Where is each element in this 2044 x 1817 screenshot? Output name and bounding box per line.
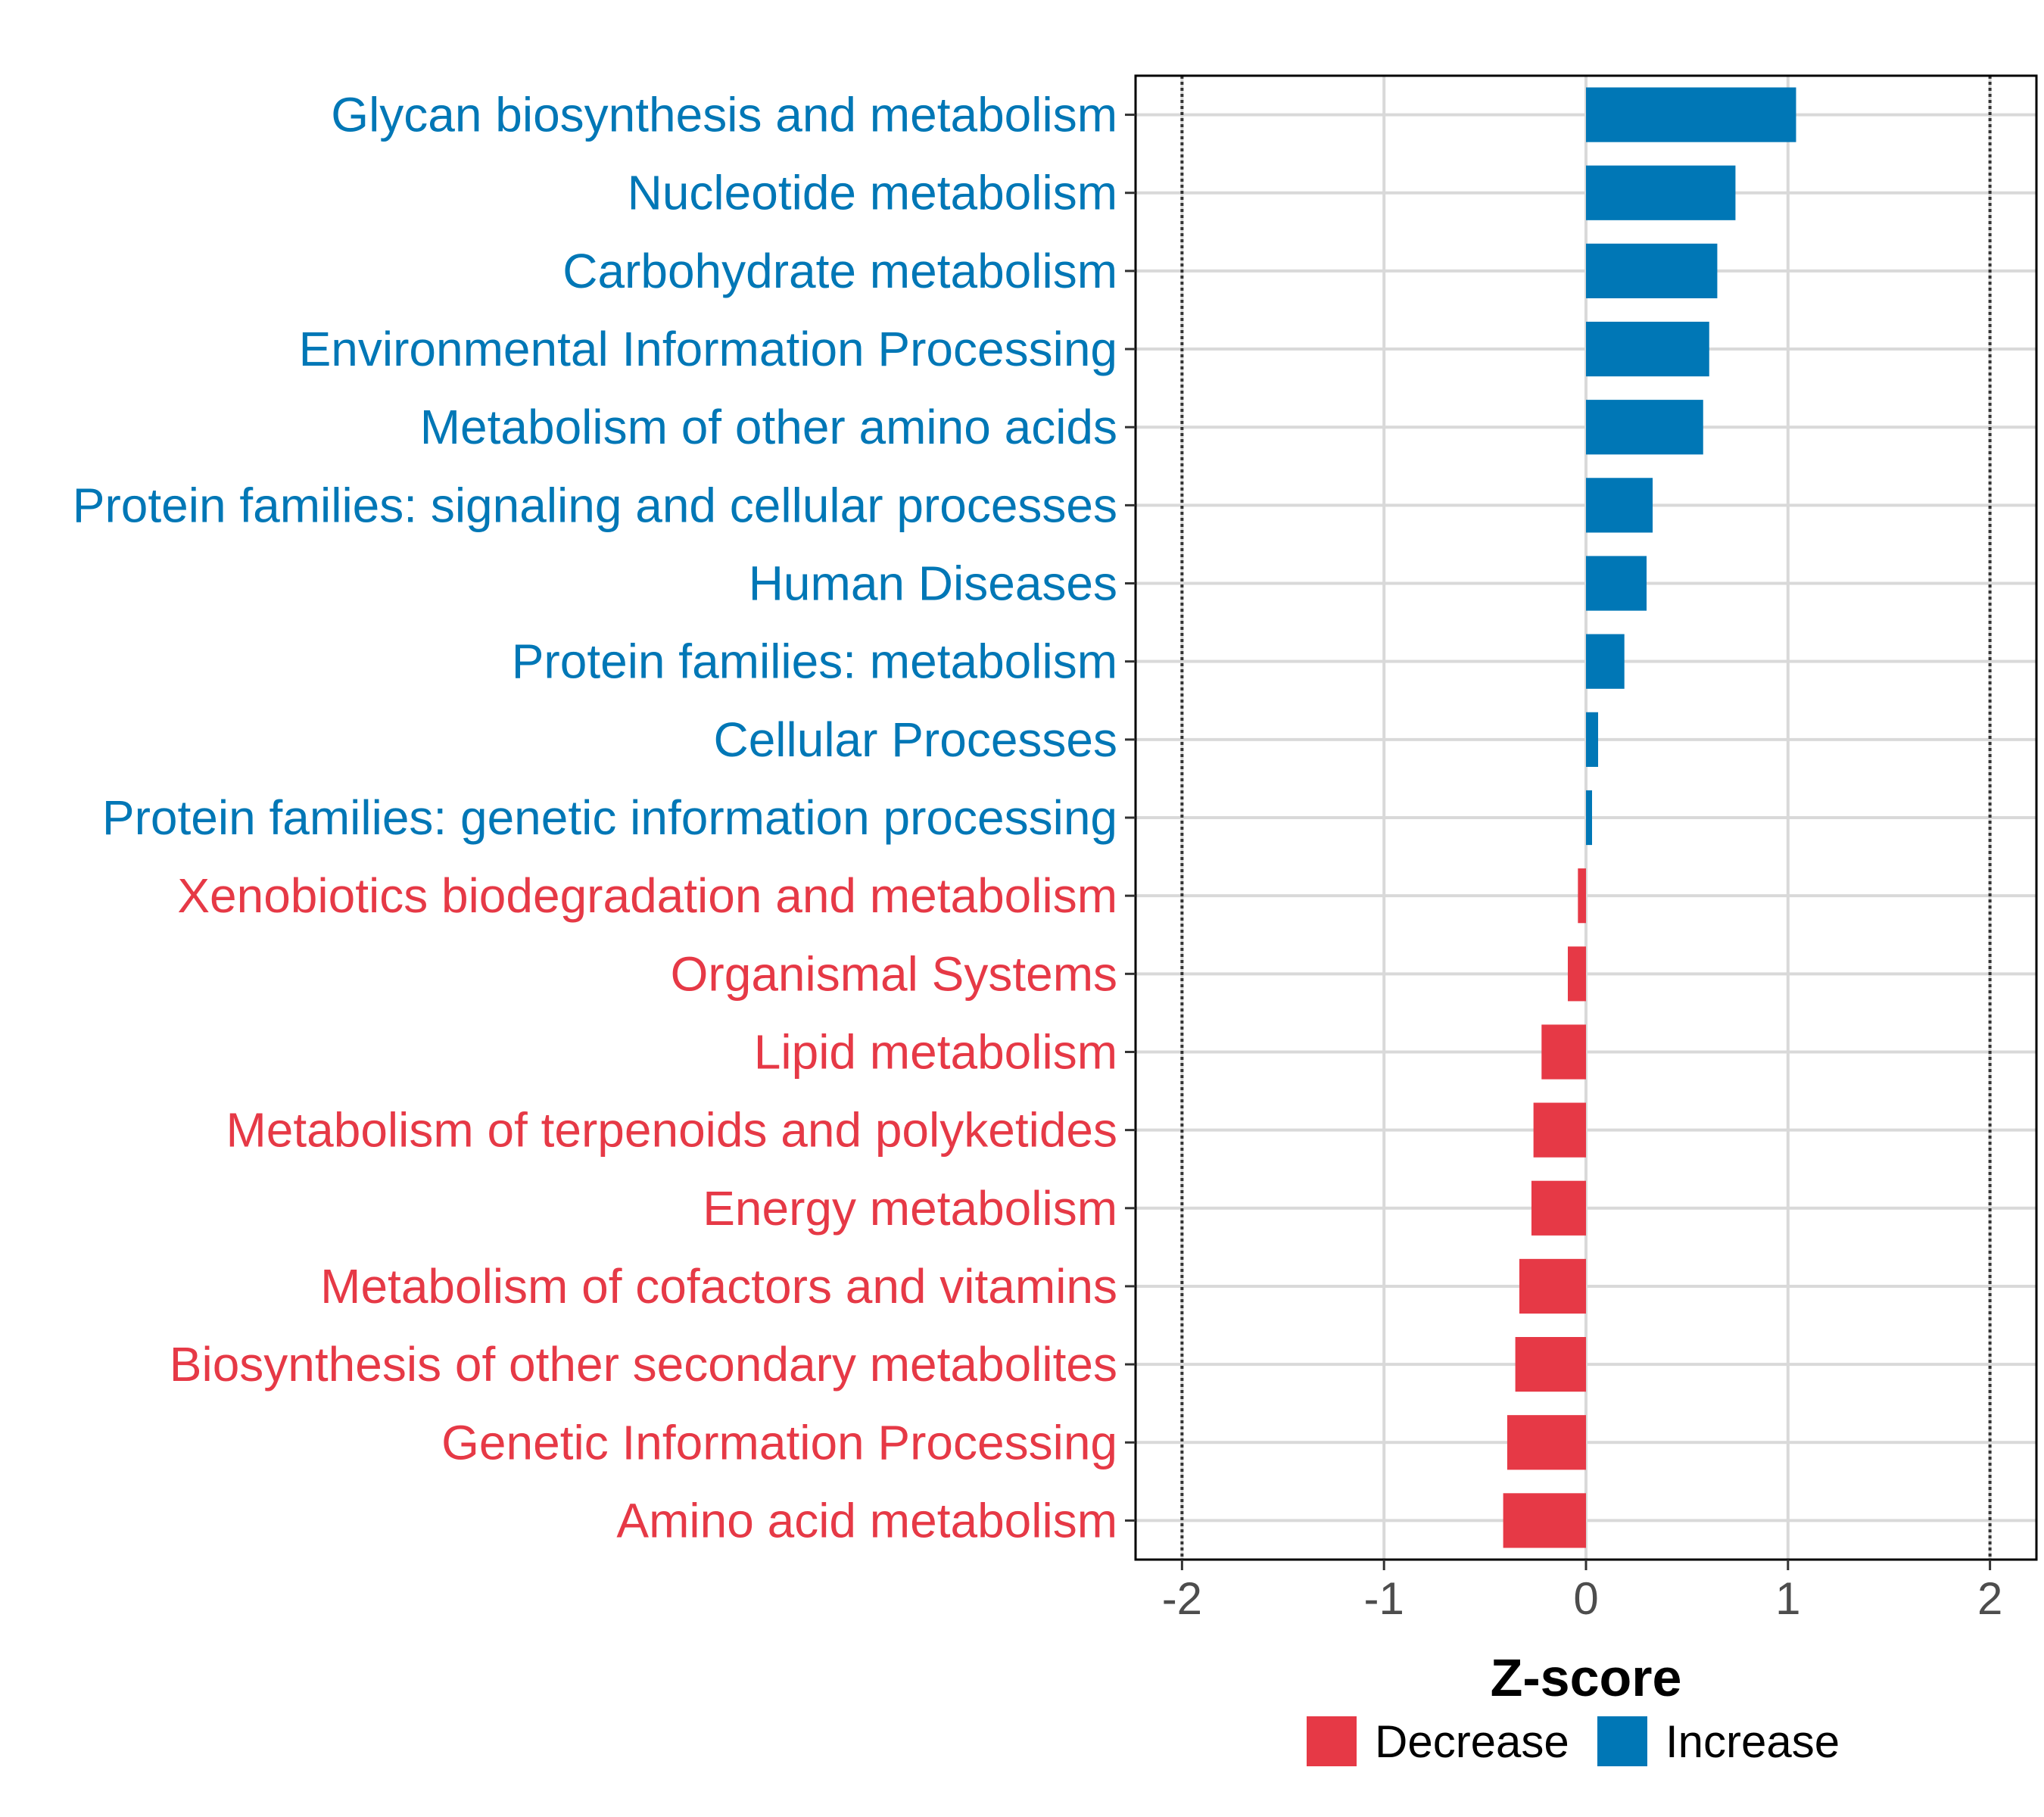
bar bbox=[1586, 556, 1647, 611]
category-label: Protein families: metabolism bbox=[512, 634, 1117, 689]
bar bbox=[1586, 478, 1653, 533]
category-label: Environmental Information Processing bbox=[299, 322, 1117, 376]
x-tick-label: 2 bbox=[1977, 1573, 2002, 1624]
bar bbox=[1586, 87, 1796, 142]
category-label: Metabolism of cofactors and vitamins bbox=[320, 1259, 1117, 1314]
bar bbox=[1586, 243, 1718, 298]
x-tick-label: -2 bbox=[1162, 1573, 1202, 1624]
legend-swatch bbox=[1307, 1716, 1357, 1766]
bar bbox=[1586, 790, 1593, 846]
x-axis: -2 -1 0 1 2 bbox=[1162, 1560, 2002, 1624]
legend: Decrease Increase bbox=[1307, 1716, 1840, 1767]
bar bbox=[1586, 321, 1709, 377]
y-axis: Glycan biosynthesis and metabolism Nucleo… bbox=[73, 88, 1136, 1547]
x-tick-label: 1 bbox=[1775, 1573, 1800, 1624]
legend-label: Decrease bbox=[1375, 1716, 1569, 1767]
x-axis-title: Z-score bbox=[1491, 1648, 1682, 1707]
x-tick-label: 0 bbox=[1573, 1573, 1598, 1624]
category-label: Carbohydrate metabolism bbox=[562, 244, 1117, 298]
reference-lines bbox=[1180, 76, 1992, 1560]
bar bbox=[1541, 1024, 1586, 1080]
category-label: Nucleotide metabolism bbox=[628, 166, 1117, 220]
bar-layer bbox=[1503, 87, 1796, 1548]
category-label: Genetic Information Processing bbox=[441, 1415, 1117, 1469]
category-label: Human Diseases bbox=[749, 556, 1117, 611]
bar bbox=[1586, 165, 1736, 220]
bar bbox=[1507, 1415, 1586, 1470]
category-label: Xenobiotics biodegradation and metabolis… bbox=[177, 868, 1117, 923]
bar bbox=[1567, 946, 1586, 1002]
category-label: Glycan biosynthesis and metabolism bbox=[331, 88, 1117, 142]
bar bbox=[1578, 868, 1586, 924]
bar bbox=[1586, 712, 1599, 767]
bar bbox=[1503, 1493, 1586, 1548]
bar bbox=[1519, 1258, 1586, 1314]
legend-swatch bbox=[1597, 1716, 1647, 1766]
category-label: Energy metabolism bbox=[703, 1181, 1117, 1236]
bar bbox=[1515, 1337, 1586, 1392]
legend-label: Increase bbox=[1665, 1716, 1840, 1767]
category-label: Metabolism of other amino acids bbox=[420, 400, 1117, 454]
category-label: Biosynthesis of other secondary metaboli… bbox=[170, 1337, 1117, 1392]
bar bbox=[1586, 634, 1625, 689]
bar bbox=[1533, 1102, 1586, 1158]
category-label: Lipid metabolism bbox=[754, 1024, 1117, 1079]
category-label: Organismal Systems bbox=[671, 946, 1117, 1001]
category-label: Cellular Processes bbox=[713, 712, 1117, 767]
x-tick-label: -1 bbox=[1364, 1573, 1404, 1624]
category-label: Amino acid metabolism bbox=[616, 1493, 1117, 1547]
category-label: Protein families: signaling and cellular… bbox=[73, 478, 1117, 532]
category-label: Protein families: genetic information pr… bbox=[102, 790, 1117, 845]
bar bbox=[1586, 400, 1703, 455]
bar bbox=[1531, 1180, 1586, 1236]
category-label: Metabolism of terpenoids and polyketides bbox=[226, 1103, 1117, 1158]
